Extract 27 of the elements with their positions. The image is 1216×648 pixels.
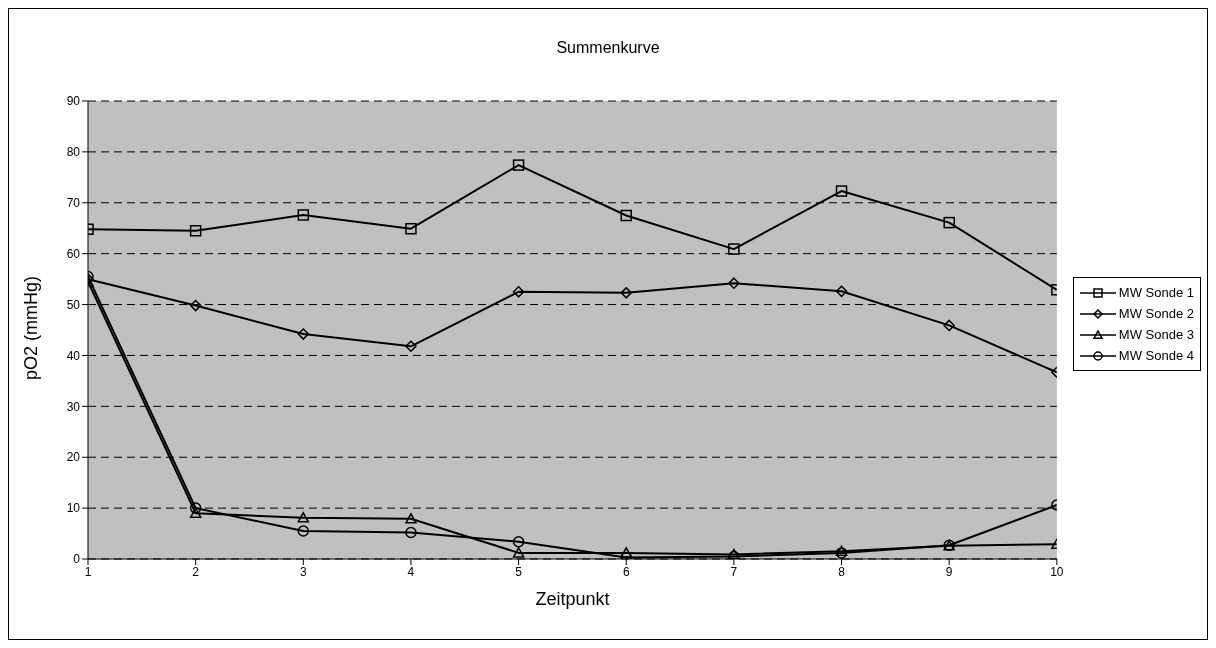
y-tick-label: 70 bbox=[66, 196, 81, 211]
legend-label: MW Sonde 1 bbox=[1118, 285, 1194, 300]
x-tick-label: 7 bbox=[730, 564, 738, 579]
y-tick-label: 90 bbox=[66, 94, 81, 109]
y-tick-label: 60 bbox=[66, 246, 81, 261]
chart-title: Summenkurve bbox=[555, 39, 661, 57]
legend-label: MW Sonde 4 bbox=[1118, 348, 1194, 363]
y-tick-label: 50 bbox=[66, 297, 81, 312]
x-axis-title: Zeitpunkt bbox=[535, 589, 610, 609]
x-tick-label: 6 bbox=[622, 564, 630, 579]
y-tick-label: 80 bbox=[66, 145, 81, 160]
x-tick-label: 10 bbox=[1050, 564, 1064, 579]
y-tick-label: 30 bbox=[66, 399, 81, 414]
x-tick-label: 3 bbox=[299, 564, 307, 579]
y-tick-label: 40 bbox=[66, 348, 81, 363]
y-tick-label: 20 bbox=[66, 450, 81, 465]
y-tick-label: 10 bbox=[66, 501, 81, 516]
legend-label: MW Sonde 3 bbox=[1118, 327, 1194, 342]
x-tick-label: 2 bbox=[192, 564, 200, 579]
legend-label: MW Sonde 2 bbox=[1118, 306, 1194, 321]
y-tick-label: 0 bbox=[73, 552, 81, 567]
x-tick-label: 9 bbox=[945, 564, 953, 579]
x-tick-label: 1 bbox=[84, 564, 92, 579]
x-tick-label: 5 bbox=[515, 564, 523, 579]
x-tick-label: 4 bbox=[407, 564, 415, 579]
y-axis-title: pO2 (mmHg) bbox=[21, 275, 42, 380]
x-tick-label: 8 bbox=[838, 564, 846, 579]
